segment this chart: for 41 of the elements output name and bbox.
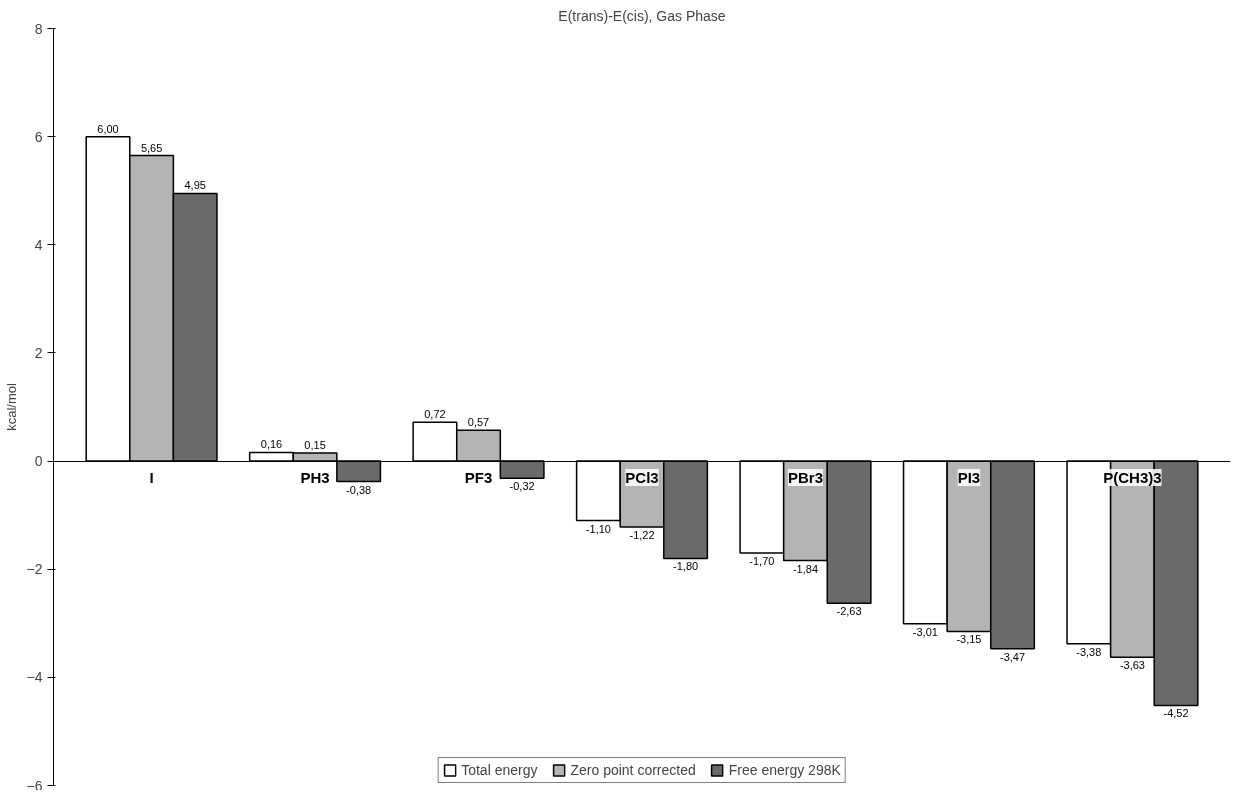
x-tick-label: PCl3 (625, 469, 659, 487)
y-tick-label: −4 (26, 669, 43, 686)
legend-label: Total energy (461, 762, 538, 778)
x-tick-label: P(CH3)3 (1103, 469, 1162, 487)
data-label: -3,38 (1076, 645, 1102, 658)
legend-label: Zero point corrected (570, 762, 696, 778)
data-label: 5,65 (140, 141, 163, 154)
data-label: -1,84 (792, 562, 819, 575)
data-label: -2,63 (836, 605, 862, 618)
data-label: 0,57 (467, 416, 490, 429)
data-label: -3,63 (1119, 659, 1145, 672)
data-label: 4,95 (184, 179, 206, 192)
data-label: -0,38 (346, 483, 372, 496)
data-label: -1,10 (585, 522, 611, 535)
chart-title: E(trans)-E(cis), Gas Phase (558, 7, 726, 24)
x-tick-label: PBr3 (787, 469, 823, 487)
data-label: -1,22 (629, 529, 655, 542)
data-label: -3,15 (956, 633, 982, 646)
data-label: 0,72 (424, 408, 446, 421)
data-label: -3,47 (1000, 650, 1026, 663)
y-tick-label: 2 (34, 344, 43, 361)
y-tick-label: 6 (34, 128, 43, 145)
data-label: -3,01 (912, 625, 938, 638)
x-tick-label: I (149, 469, 154, 487)
data-label: 0,15 (304, 438, 326, 451)
data-label: 0,16 (260, 438, 283, 451)
data-label: -4,52 (1163, 707, 1189, 720)
legend-label: Free energy 298K (728, 762, 841, 778)
x-tick-label: PF3 (464, 469, 493, 487)
data-label: 6,00 (97, 122, 119, 135)
y-axis-title: kcal/mol (3, 383, 19, 431)
y-tick-label: 8 (34, 20, 43, 37)
y-tick-label: −2 (26, 561, 43, 578)
data-label: -0,32 (509, 480, 535, 493)
y-tick-label: 0 (34, 453, 43, 470)
data-label: -1,70 (749, 554, 775, 567)
x-tick-label: PI3 (957, 469, 981, 487)
data-label: -1,80 (673, 560, 699, 573)
x-tick-label: PH3 (300, 469, 330, 487)
y-tick-label: 4 (34, 236, 43, 253)
y-tick-label: −6 (26, 777, 43, 794)
